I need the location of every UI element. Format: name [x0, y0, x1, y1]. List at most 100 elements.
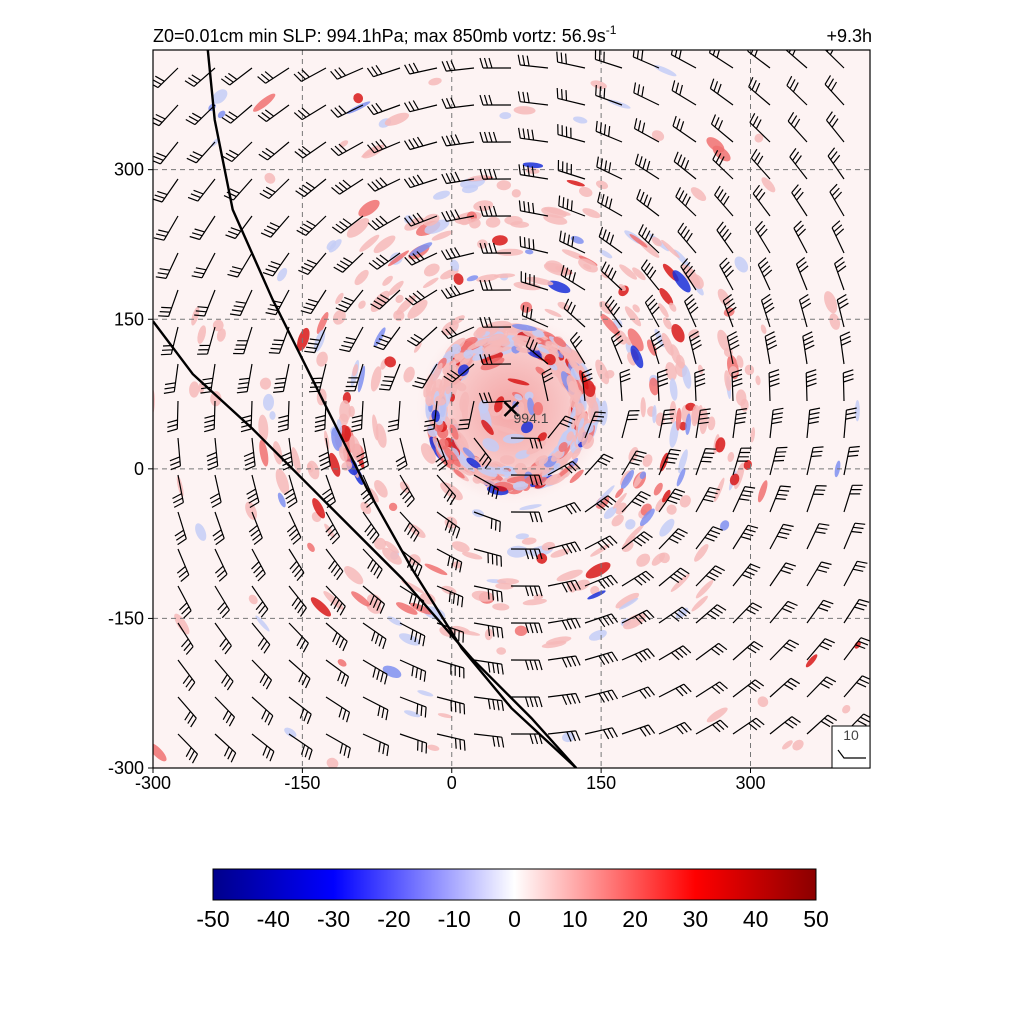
vorticity-patch — [573, 579, 590, 591]
wind-barb — [805, 369, 817, 402]
wind-barb — [325, 511, 341, 545]
wind-barb — [399, 474, 415, 508]
vorticity-patch — [521, 537, 537, 545]
vorticity-patch — [985, 428, 991, 437]
wind-barb — [367, 102, 401, 116]
vorticity-patch — [532, 329, 545, 338]
wind-barb — [710, 114, 734, 143]
vorticity-patch — [358, 300, 366, 309]
vorticity-patch — [639, 508, 655, 527]
vorticity-patch — [373, 327, 386, 347]
wind-barb — [273, 363, 290, 393]
wind-barb — [839, 331, 852, 365]
wind-barb — [785, 50, 808, 69]
vorticity-patch — [344, 566, 364, 585]
vorticity-patch — [624, 336, 632, 346]
vorticity-patch — [174, 613, 190, 635]
wind-barb — [457, 400, 475, 430]
vorticity-patch — [558, 345, 572, 358]
vorticity-patch — [651, 552, 666, 566]
wind-barb — [214, 622, 232, 655]
wind-barb — [362, 548, 383, 579]
vorticity-patch — [967, 629, 982, 646]
vorticity-patch — [339, 140, 349, 148]
vorticity-patch — [395, 294, 404, 303]
vorticity-patch — [569, 469, 584, 483]
vorticity-patch — [476, 326, 486, 337]
vorticity-patch — [269, 411, 276, 420]
vorticity-patch — [382, 275, 393, 286]
vorticity-patch — [595, 180, 609, 190]
vorticity-patch — [795, 817, 810, 831]
wind-barb — [356, 437, 369, 471]
wind-barb — [441, 60, 475, 72]
wind-barb — [732, 408, 747, 439]
vorticity-patch — [669, 302, 677, 312]
wind-barb — [331, 178, 364, 195]
wind-barb — [163, 363, 179, 394]
vorticity-patch — [277, 267, 288, 282]
vorticity-patch — [337, 659, 347, 667]
vorticity-patch — [216, 328, 226, 342]
vorticity-patch — [332, 309, 346, 325]
wind-barb — [441, 171, 475, 185]
wind-barb — [714, 185, 734, 217]
x-tick-label: -300 — [135, 773, 171, 793]
wind-barb — [257, 67, 290, 84]
x-axis-ticks: -300 -150 0 150 300 — [135, 768, 766, 793]
vorticity-patch — [467, 337, 490, 350]
vorticity-patch — [944, 216, 958, 230]
vorticity-patch — [805, 654, 818, 668]
wind-barb — [638, 224, 660, 254]
wind-barb — [547, 460, 581, 476]
wind-barb — [547, 415, 576, 439]
wind-barb — [288, 585, 307, 617]
vorticity-patch — [462, 447, 475, 460]
vorticity-patch — [132, 196, 152, 224]
vorticity-patch — [431, 230, 453, 241]
wind-barb — [362, 659, 388, 685]
wind-barb — [510, 622, 543, 634]
vorticity-patch — [326, 757, 339, 768]
vorticity-patch — [734, 256, 749, 273]
vorticity-patch — [557, 464, 573, 479]
colorbar-tick-label: -50 — [196, 906, 229, 932]
vorticity-patch — [45, 234, 56, 250]
wind-barb — [265, 289, 290, 316]
wind-barb — [695, 487, 720, 513]
vorticity-patch — [754, 133, 764, 143]
vorticity-patch — [590, 80, 607, 89]
barb-reference-key: 10 — [831, 725, 871, 769]
wind-barb — [824, 75, 845, 106]
vorticity-patch — [782, 740, 793, 750]
wind-barb — [829, 183, 845, 217]
wind-barb — [597, 191, 623, 217]
wind-barb — [806, 599, 834, 624]
wind-barb — [330, 141, 364, 157]
wind-barb — [405, 289, 438, 306]
x-tick-label: 300 — [735, 773, 765, 793]
wind-barb — [732, 717, 765, 735]
vorticity-patch — [514, 393, 523, 401]
wind-barb — [214, 733, 237, 763]
wind-barb — [479, 131, 512, 143]
vorticity-patch — [871, 519, 884, 533]
vorticity-patch — [615, 592, 640, 609]
wind-barb — [584, 613, 619, 628]
wind-barb — [633, 82, 660, 106]
wind-barb — [479, 242, 512, 254]
wind-barb — [621, 570, 654, 587]
wind-barb — [708, 50, 734, 69]
vorticity-patch — [420, 443, 436, 464]
vorticity-patch — [556, 569, 583, 582]
y-tick-label: -300 — [108, 758, 144, 778]
vorticity-patch — [619, 264, 638, 280]
wind-barb — [436, 511, 461, 539]
vorticity-patch — [404, 710, 421, 718]
wind-barb — [186, 141, 216, 164]
wind-barb — [204, 400, 216, 433]
wind-barb — [362, 585, 386, 614]
vorticity-patch — [653, 482, 663, 496]
vorticity-patch — [428, 77, 442, 86]
wind-barb — [843, 675, 870, 698]
